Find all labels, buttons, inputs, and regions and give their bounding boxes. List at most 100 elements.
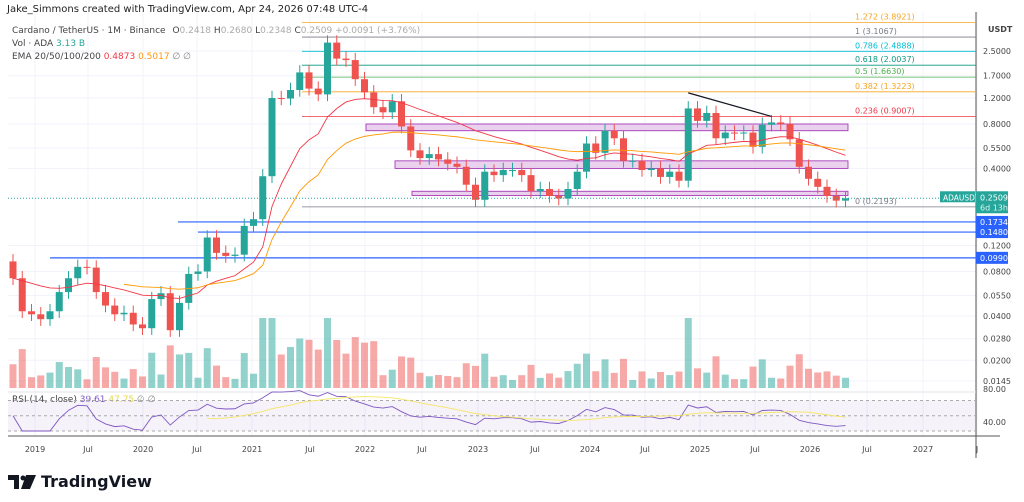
price-tick: 0.5500 (983, 144, 1011, 153)
time-tick: Jul (416, 445, 427, 454)
fib-level-label: 1 (3.1067) (855, 27, 897, 36)
volume-bar (46, 372, 54, 388)
ohlc-high: 0.2680 (220, 26, 253, 36)
volume-bar (435, 374, 442, 388)
ohlc-change: +0.0091 (+3.76%) (335, 26, 421, 36)
volume-label: Vol · ADA (12, 39, 54, 49)
level-price-label: 0.1734 (980, 218, 1008, 227)
candle-body (629, 160, 637, 162)
volume-bar (638, 371, 646, 388)
candle-body (342, 58, 350, 61)
symbol-title[interactable]: Cardano / TetherUS · 1M · Binance (12, 26, 166, 36)
candle-body (610, 130, 618, 139)
volume-bar (250, 373, 257, 388)
candle-body (194, 271, 202, 274)
price-tick: 0.0145 (983, 377, 1011, 386)
ohlc-low-label: L (255, 26, 261, 36)
candle-body (37, 314, 45, 320)
volume-bar (684, 318, 692, 388)
candle-body (296, 72, 304, 90)
level-price-tag (976, 215, 1008, 228)
support-resistance-zone (365, 123, 849, 132)
volume-bar (222, 377, 230, 388)
price-tick: 0.8000 (983, 120, 1011, 129)
volume-bar (287, 346, 294, 388)
time-tick: 2027 (913, 445, 933, 454)
candle-body (28, 311, 35, 315)
volume-bar (55, 362, 63, 388)
candle-body (694, 108, 701, 121)
symbol-row[interactable]: Cardano / TetherUS · 1M · Binance O0.241… (12, 25, 420, 38)
candle-body (527, 175, 535, 192)
candle-body (740, 132, 748, 134)
fib-level-label: 0.786 (2.4888) (855, 41, 915, 50)
volume-bar (268, 318, 276, 388)
ema200-value: ∅ (183, 52, 192, 62)
ema-row[interactable]: EMA 20/50/100/200 0.4873 0.5017 ∅ ∅ (12, 51, 420, 64)
candle-body (823, 186, 831, 196)
volume-bar (111, 371, 119, 388)
rsi-ma-line (207, 396, 846, 421)
price-tag (976, 191, 1008, 214)
volume-bar (296, 338, 304, 388)
candle-body (18, 278, 26, 312)
candle-body (509, 170, 516, 172)
chart-legend: Cardano / TetherUS · 1M · Binance O0.241… (12, 25, 420, 64)
volume-value: 3.13 B (56, 39, 86, 49)
candle-body (407, 126, 415, 151)
ema20-line (12, 98, 846, 299)
price-tick: 2.5000 (983, 47, 1011, 56)
candle-body (425, 154, 433, 159)
price-chart[interactable]: USDT 2.5000 1.7000 1.2000 0.8000 0.5500 0.4000… (0, 0, 1024, 470)
candle-body (213, 237, 220, 253)
volume-bar (610, 372, 618, 388)
tradingview-logo[interactable]: TradingView (8, 472, 152, 491)
candle-body (55, 292, 63, 312)
volume-bar (361, 342, 368, 388)
candle-body (786, 123, 794, 140)
volume-bar (194, 377, 202, 388)
volume-bar (795, 354, 803, 388)
rsi-ma-value: 47.75 (108, 395, 135, 405)
volume-bar (157, 374, 165, 388)
volume-bar (731, 379, 738, 388)
candle-body (721, 132, 729, 139)
candle-body (675, 171, 683, 181)
volume-bar (703, 372, 711, 388)
candle-body (222, 252, 230, 256)
candle-body (74, 266, 82, 279)
volume-bar (416, 372, 424, 388)
volume-bar (185, 352, 193, 388)
candle-body (111, 305, 119, 315)
volume-bar (83, 379, 91, 388)
candle-body (9, 261, 17, 279)
fib-level-label: 0.236 (0.9007) (855, 106, 915, 115)
fib-level-label: 0.618 (2.0037) (855, 55, 915, 64)
time-tick: Jul (191, 445, 202, 454)
candle-body (259, 176, 267, 220)
volume-bar (120, 378, 128, 388)
candle-body (758, 124, 766, 147)
volume-bar (592, 371, 600, 388)
volume-bar (444, 375, 452, 388)
ohlc-close: 0.2509 (300, 26, 333, 36)
candle-body (573, 171, 581, 189)
ohlc-high-label: H (213, 26, 221, 36)
symbol-tag (940, 191, 975, 203)
ohlc-close-label: C (294, 26, 301, 36)
volume-bar (166, 345, 174, 388)
volume-row[interactable]: Vol · ADA 3.13 B (12, 38, 420, 51)
tradingview-logo-icon (8, 474, 36, 489)
level-price-label: 0.1480 (980, 228, 1008, 237)
time-tick: 2026 (800, 445, 820, 454)
candle-body (657, 168, 664, 177)
candle-body (277, 98, 285, 100)
volume-bar (546, 373, 553, 388)
volume-bar (370, 341, 378, 388)
volume-bar (139, 376, 146, 388)
volume-bar (481, 353, 489, 388)
ema100-value: ∅ (172, 52, 181, 62)
candle-body (444, 159, 452, 164)
candle-body (601, 130, 609, 153)
candle-body (712, 112, 720, 139)
